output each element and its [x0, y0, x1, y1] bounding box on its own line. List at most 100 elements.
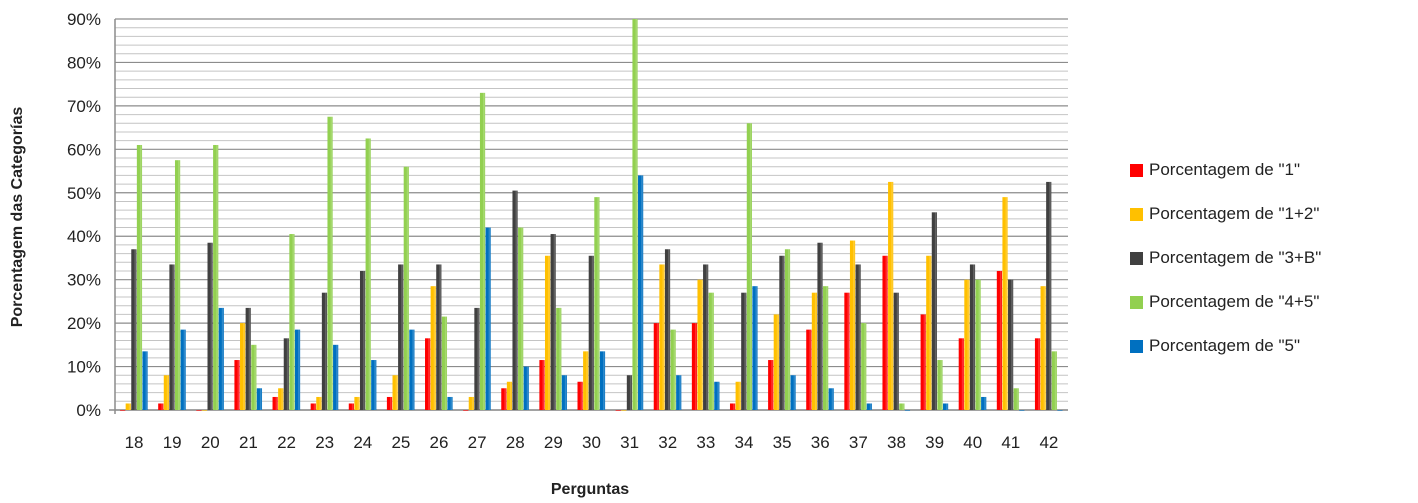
bar	[931, 212, 937, 410]
bar	[741, 292, 747, 410]
x-tick-label: 34	[735, 433, 754, 452]
bar	[430, 286, 436, 410]
bar-highlight	[885, 255, 888, 410]
bar	[550, 234, 556, 410]
bar-highlight	[439, 264, 441, 410]
bar	[735, 381, 741, 410]
bar	[888, 181, 894, 410]
legend-label: Porcentagem de "4+5"	[1149, 292, 1320, 311]
bar-highlight	[923, 314, 926, 410]
bar	[240, 323, 246, 410]
bar	[697, 279, 703, 410]
bar-highlight	[776, 314, 779, 410]
bar-highlight	[1049, 181, 1051, 410]
bar-highlight	[145, 351, 148, 410]
bar	[213, 144, 219, 410]
bar	[1008, 279, 1014, 410]
bar	[321, 292, 328, 410]
bars	[120, 19, 1063, 411]
bar	[942, 403, 949, 410]
bar	[218, 307, 224, 410]
bar-highlight	[694, 323, 697, 410]
legend: Porcentagem de "1" Porcentagem de "1+2" Po…	[1130, 148, 1321, 368]
bar	[1046, 181, 1052, 410]
bar	[729, 403, 736, 410]
bar-highlight	[641, 175, 643, 410]
bar	[278, 388, 284, 410]
bar	[882, 255, 888, 410]
y-tick-label: 80%	[67, 53, 101, 72]
bar-highlight	[428, 338, 430, 410]
bar	[653, 323, 659, 410]
bar-highlight	[853, 240, 855, 410]
bar	[409, 329, 415, 410]
bar	[518, 227, 524, 410]
bar-highlight	[771, 360, 773, 410]
bar-highlight	[548, 255, 550, 410]
bar-highlight	[324, 292, 327, 410]
legend-item: Porcentagem de "1"	[1130, 148, 1321, 192]
bar	[937, 360, 943, 410]
bar-highlight	[755, 286, 758, 410]
bar-highlight	[509, 381, 512, 410]
bar	[142, 351, 148, 410]
bar-highlight	[128, 403, 131, 410]
bar-highlight	[259, 388, 262, 410]
bar-highlight	[504, 388, 507, 410]
bar	[1057, 410, 1063, 411]
bar-highlight	[820, 242, 823, 410]
bar	[316, 396, 322, 410]
y-tick-label: 20%	[67, 314, 101, 333]
bar-highlight	[243, 323, 245, 410]
bar-highlight	[134, 249, 137, 410]
y-tick-label: 90%	[67, 10, 101, 29]
bar-highlight	[161, 403, 163, 410]
bar	[615, 410, 621, 411]
bar-highlight	[488, 227, 491, 410]
legend-label: Porcentagem de "3+B"	[1149, 248, 1322, 267]
bar-highlight	[929, 255, 931, 410]
bar	[752, 286, 758, 410]
bar-highlight	[591, 255, 594, 410]
bar	[169, 264, 175, 410]
bar	[436, 264, 442, 410]
legend-item: Porcentagem de "3+B"	[1130, 236, 1321, 280]
bar-highlight	[450, 396, 453, 410]
y-tick-label: 60%	[67, 140, 101, 159]
bar	[561, 375, 567, 410]
bar	[703, 264, 709, 410]
bar-highlight	[313, 403, 316, 410]
y-tick-label: 50%	[67, 184, 101, 203]
bar	[120, 410, 126, 411]
bar	[398, 264, 404, 410]
bar	[158, 403, 164, 410]
bar-highlight	[717, 381, 720, 410]
bar-highlight	[351, 403, 354, 410]
bar-chart: 0% 10% 20% 30% 40% 50% 60% 70% 80% 90% 18 19 20 21 22…	[9, 10, 1068, 498]
bar-highlight	[526, 366, 529, 410]
bar-highlight	[363, 270, 365, 410]
x-tick-label: 37	[849, 433, 868, 452]
bar-highlight	[586, 351, 588, 410]
bar	[523, 366, 529, 410]
bar-highlight	[374, 360, 376, 410]
bar	[1002, 197, 1008, 410]
bar	[501, 388, 507, 410]
bar-highlight	[793, 375, 796, 410]
bar	[174, 160, 181, 410]
y-tick-label: 30%	[67, 271, 101, 290]
bar-highlight	[869, 403, 872, 410]
bar-highlight	[1043, 286, 1046, 410]
bar-highlight	[471, 396, 474, 410]
bar-highlight	[357, 396, 360, 410]
bar-highlight	[700, 279, 703, 410]
bar	[386, 396, 393, 410]
bar	[958, 338, 964, 410]
bar-highlight	[629, 375, 632, 410]
bar	[327, 116, 333, 410]
bar	[131, 249, 137, 410]
bar-highlight	[668, 249, 670, 410]
bar	[392, 375, 398, 410]
bar	[425, 338, 431, 410]
legend-swatch	[1130, 295, 1143, 309]
